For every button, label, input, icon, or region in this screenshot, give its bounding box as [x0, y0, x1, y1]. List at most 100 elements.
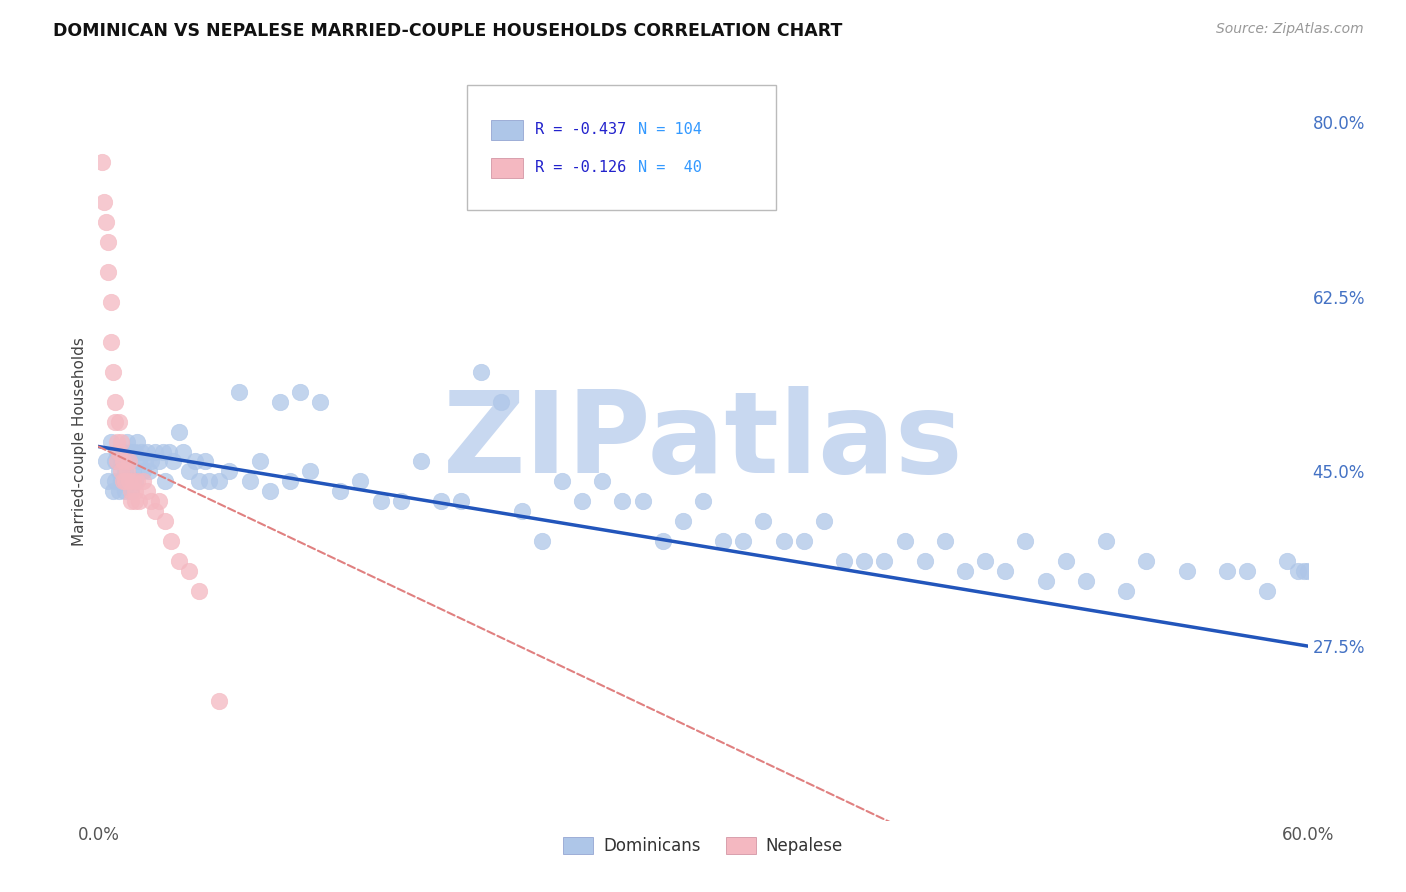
Point	[103, 415, 125, 429]
Legend: Dominicans, Nepalese: Dominicans, Nepalese	[557, 830, 849, 862]
Point	[138, 465, 160, 479]
Point	[96, 454, 118, 468]
Point	[692, 494, 714, 508]
Point	[114, 484, 136, 499]
FancyBboxPatch shape	[467, 85, 776, 211]
Point	[114, 465, 136, 479]
Point	[100, 434, 122, 449]
Point	[118, 475, 141, 489]
FancyBboxPatch shape	[492, 158, 523, 178]
Point	[115, 465, 138, 479]
Point	[110, 454, 132, 468]
Point	[120, 484, 142, 499]
Point	[228, 384, 250, 399]
Point	[101, 365, 124, 379]
Point	[953, 564, 976, 578]
Point	[1014, 534, 1036, 549]
Point	[1236, 564, 1258, 578]
Point	[105, 434, 128, 449]
Point	[115, 475, 138, 489]
Point	[974, 554, 997, 568]
Point	[121, 465, 143, 479]
Point	[100, 294, 122, 309]
Point	[184, 454, 207, 468]
Point	[208, 694, 231, 708]
Point	[1175, 564, 1198, 578]
Point	[259, 484, 281, 499]
Point	[470, 365, 492, 379]
Point	[1256, 584, 1278, 599]
Point	[1216, 564, 1239, 578]
Point	[612, 494, 634, 508]
Point	[194, 454, 217, 468]
Point	[118, 475, 141, 489]
Point	[309, 394, 332, 409]
Text: N =  40: N = 40	[638, 161, 702, 176]
Point	[153, 475, 176, 489]
Point	[1054, 554, 1077, 568]
Point	[96, 215, 118, 229]
Point	[239, 475, 262, 489]
Point	[329, 484, 352, 499]
Point	[752, 514, 775, 528]
Point	[111, 454, 134, 468]
Point	[124, 475, 146, 489]
Point	[1074, 574, 1097, 589]
Point	[135, 444, 157, 458]
Point	[198, 475, 221, 489]
Point	[893, 534, 915, 549]
Point	[188, 475, 211, 489]
Point	[179, 564, 201, 578]
Point	[153, 514, 176, 528]
Point	[135, 484, 157, 499]
Point	[118, 454, 141, 468]
Point	[139, 494, 162, 508]
Point	[167, 425, 190, 439]
Point	[118, 454, 141, 468]
Point	[551, 475, 574, 489]
Point	[349, 475, 371, 489]
Point	[1115, 584, 1137, 599]
Text: R = -0.437: R = -0.437	[534, 122, 626, 137]
Point	[120, 444, 142, 458]
Text: Source: ZipAtlas.com: Source: ZipAtlas.com	[1216, 22, 1364, 37]
Point	[733, 534, 755, 549]
Point	[249, 454, 271, 468]
Point	[631, 494, 654, 508]
Point	[530, 534, 553, 549]
Point	[853, 554, 876, 568]
Point	[111, 475, 134, 489]
Point	[120, 484, 142, 499]
Point	[125, 475, 148, 489]
Point	[172, 444, 194, 458]
Point	[571, 494, 593, 508]
Point	[934, 534, 956, 549]
Point	[148, 494, 170, 508]
FancyBboxPatch shape	[492, 120, 523, 140]
Point	[103, 475, 125, 489]
Point	[143, 504, 166, 518]
Point	[103, 394, 125, 409]
Point	[288, 384, 311, 399]
Point	[107, 465, 129, 479]
Point	[278, 475, 301, 489]
Text: R = -0.126: R = -0.126	[534, 161, 626, 176]
Point	[110, 465, 132, 479]
Point	[103, 454, 125, 468]
Point	[167, 554, 190, 568]
Point	[134, 454, 156, 468]
Point	[124, 494, 146, 508]
Point	[157, 444, 180, 458]
Point	[651, 534, 673, 549]
Point	[121, 475, 143, 489]
Point	[132, 465, 155, 479]
Point	[510, 504, 533, 518]
Point	[389, 494, 412, 508]
Text: N = 104: N = 104	[638, 122, 702, 137]
Point	[208, 475, 231, 489]
Point	[152, 444, 174, 458]
Point	[107, 415, 129, 429]
Point	[100, 334, 122, 349]
Point	[124, 444, 146, 458]
Point	[188, 584, 211, 599]
